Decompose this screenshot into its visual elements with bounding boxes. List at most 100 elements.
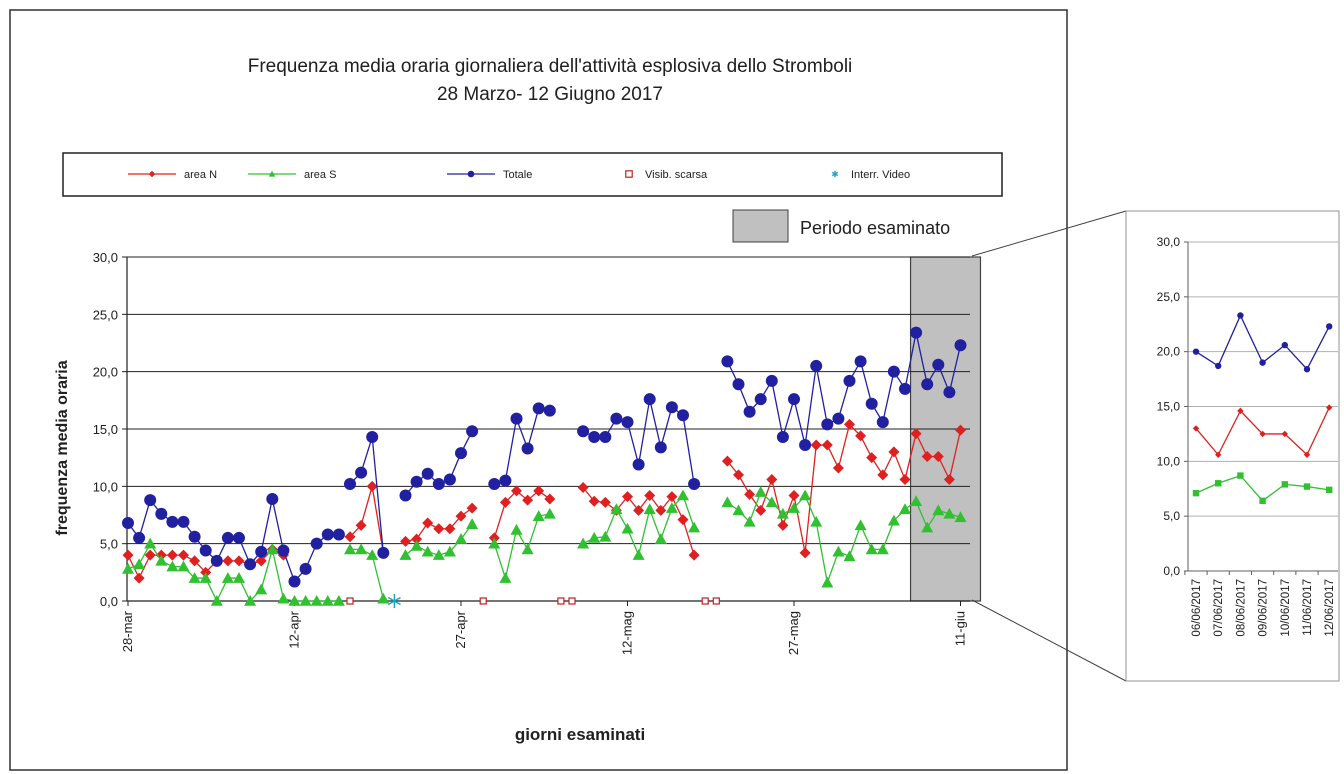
data-point-0 [466,502,478,514]
data-point-2 [821,418,834,431]
data-point-0 [899,473,911,485]
data-point-0 [577,481,589,493]
inset-data-point-1 [1281,481,1288,488]
data-point-2 [521,442,534,455]
data-point-0 [721,455,733,467]
inset-plot: 0,0 5,0 10,0 15,0 20,0 25,0 30,0 06/06/2017 07/0… [1157,235,1338,637]
inset-x-tick-label: 08/06/2017 [1235,579,1247,637]
data-point-0 [921,451,933,463]
data-point-3 [479,597,487,605]
y-tick-label: 30,0 [93,250,118,265]
y-tick-label: 15,0 [93,422,118,437]
x-tick-label: 27-apr [453,610,468,648]
data-point-2 [177,515,190,528]
data-point-2 [133,531,146,544]
data-point-0 [932,451,944,463]
data-point-1 [843,550,856,562]
data-point-2 [754,393,767,406]
data-point-2 [887,365,900,378]
inset-data-point-1 [1303,483,1311,490]
data-point-1 [299,595,312,606]
data-point-0 [255,555,267,567]
data-point-1 [277,592,290,604]
data-point-0 [178,549,189,561]
data-point-1 [199,572,212,583]
data-point-2 [854,355,867,368]
chart-subtitle: 28 Marzo- 12 Giugno 2017 [437,84,663,105]
data-point-2 [310,537,323,550]
inset-data-point-0 [1303,451,1311,458]
inset-data-point-1 [1215,480,1222,487]
series-line-2 [349,436,384,553]
data-point-0 [766,473,778,485]
data-point-2 [233,531,245,544]
data-point-0 [599,496,611,508]
data-point-1 [332,595,345,606]
data-point-2 [355,466,368,479]
data-point-2 [732,378,745,391]
data-point-0 [943,473,955,485]
data-point-1 [865,543,878,555]
data-point-0 [588,495,600,507]
data-point-1 [122,562,134,574]
inset-data-point-1 [1326,486,1333,494]
data-point-0 [511,485,522,497]
data-point-1 [921,521,934,533]
data-point-1 [788,502,800,513]
data-point-2 [244,558,257,571]
data-point-2 [266,492,279,505]
inset-x-tick-label: 11/06/2017 [1302,579,1314,636]
data-point-0 [666,491,678,503]
legend-label-4: Interr. Video [851,169,910,181]
data-point-2 [899,382,911,395]
inset-data-point-2 [1192,348,1200,355]
data-point-1 [832,545,845,557]
data-point-1 [321,595,334,606]
legend-marker-1 [268,170,276,177]
data-point-3 [346,597,354,605]
data-point-2 [443,473,456,486]
data-point-2 [577,425,590,438]
data-point-0 [877,469,889,481]
data-point-1 [732,504,745,516]
data-point-2 [688,478,701,491]
y-axis-label: frequenza media oraria [54,360,71,535]
data-point-0 [910,428,922,440]
data-point-1 [887,514,900,526]
data-point-0 [144,549,156,561]
inset-data-point-0 [1192,425,1200,432]
data-point-1 [266,543,279,555]
data-point-2 [122,517,134,530]
inset-x-tick-label: 09/06/2017 [1258,579,1270,637]
data-point-1 [588,531,601,543]
data-point-2 [921,378,934,391]
data-point-1 [443,545,456,557]
data-point-0 [866,452,878,464]
data-point-2 [421,467,434,480]
data-point-1 [621,522,634,534]
legend-label-2: Totale [503,169,532,181]
data-point-2 [299,562,312,575]
inset-frame [1125,210,1340,682]
data-point-1 [577,537,590,549]
x-tick-label: 11-giu [953,611,968,646]
data-point-0 [644,490,656,502]
data-point-2 [843,374,856,387]
data-point-1 [288,595,301,606]
data-point-1 [721,496,734,508]
data-point-4 [387,594,401,608]
data-point-1 [455,533,467,544]
data-point-2 [366,431,379,444]
zoom-connector-bottom [971,599,1127,682]
data-point-2 [599,431,612,444]
data-point-0 [544,493,556,505]
data-point-2 [743,405,756,418]
data-point-1 [532,510,545,521]
data-point-1 [399,549,412,560]
data-point-2 [255,545,268,558]
data-point-1 [488,537,501,549]
data-point-1 [632,549,645,560]
data-point-1 [421,545,434,557]
legend-marker-4-stroke [831,171,839,177]
inset-data-point-0 [1259,430,1266,438]
